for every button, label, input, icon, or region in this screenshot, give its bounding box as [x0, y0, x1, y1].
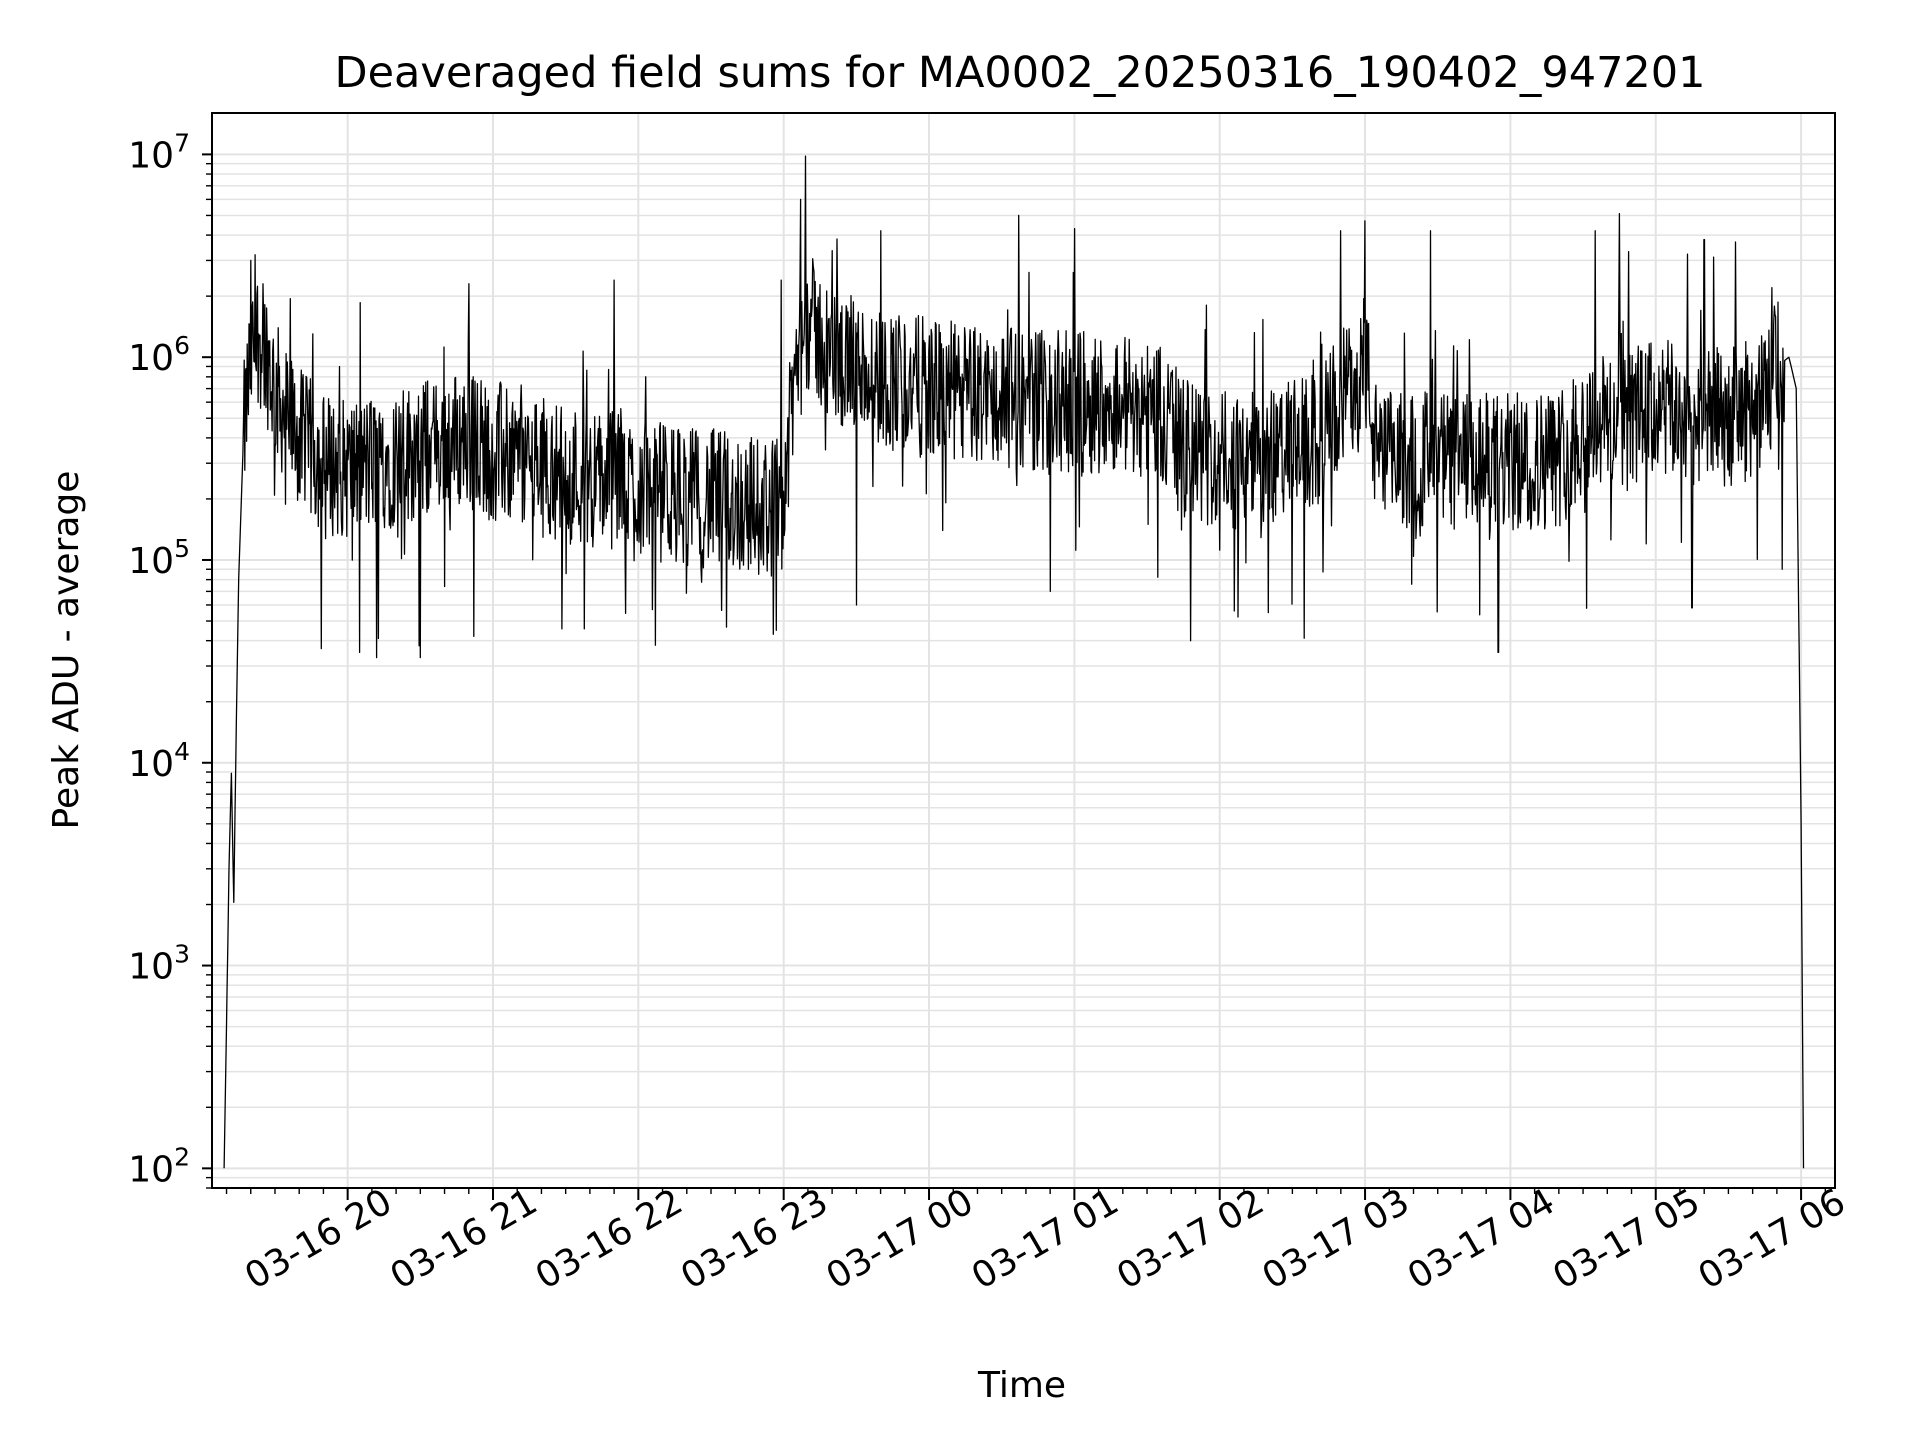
- y-tick-label: 105: [128, 534, 190, 582]
- y-tick-label: 103: [128, 940, 190, 988]
- y-tick-label: 106: [128, 331, 190, 379]
- y-tick-label: 102: [128, 1142, 190, 1190]
- y-tick-label-base: 10: [128, 947, 174, 988]
- y-tick-label-base: 10: [128, 541, 174, 582]
- series-line: [223, 155, 1805, 1169]
- y-tick-label: 107: [128, 128, 190, 176]
- chart-title: Deaveraged field sums for MA0002_2025031…: [334, 48, 1705, 98]
- series-layer: [223, 155, 1805, 1169]
- y-tick-label-base: 10: [128, 338, 174, 379]
- x-axis-label: Time: [977, 1365, 1066, 1406]
- y-tick-label-exponent: 4: [174, 737, 190, 766]
- y-tick-label-exponent: 6: [174, 331, 190, 360]
- y-tick-label: 104: [128, 737, 190, 785]
- y-tick-label-base: 10: [128, 744, 174, 785]
- y-tick-label-base: 10: [128, 1149, 174, 1190]
- y-tick-label-exponent: 7: [174, 128, 190, 157]
- grid: [212, 113, 1835, 1189]
- plot-frame: [211, 112, 1836, 1189]
- y-tick-label-base: 10: [128, 135, 174, 176]
- y-axis-label: Peak ADU - average: [46, 471, 87, 830]
- y-tick-label-exponent: 5: [174, 534, 190, 563]
- y-tick-label-exponent: 3: [174, 940, 190, 969]
- y-tick-label-exponent: 2: [174, 1142, 190, 1171]
